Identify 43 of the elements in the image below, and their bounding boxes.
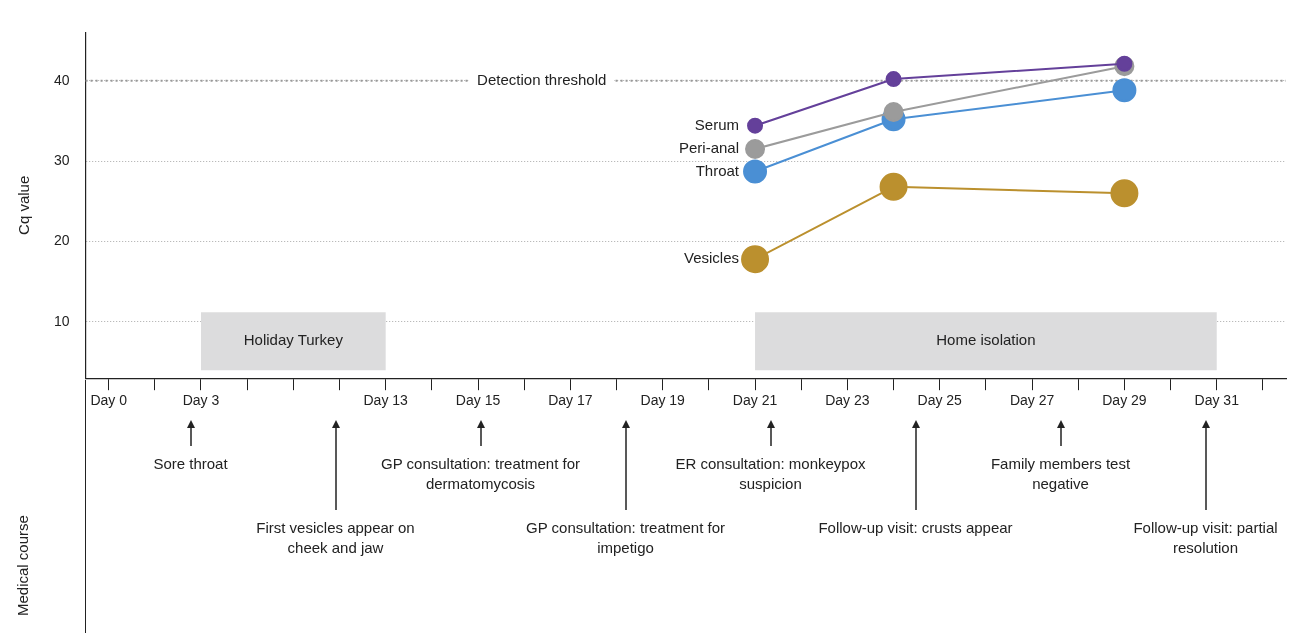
- y-tick-label: 30: [53, 151, 70, 168]
- series-label: Peri-anal: [679, 139, 740, 157]
- text: Follow-up visit: partial resolution: [1132, 518, 1279, 558]
- point: [1110, 179, 1139, 208]
- x-tick-label: Day 23: [825, 392, 870, 409]
- series-label: Serum: [694, 115, 740, 133]
- text: GP consultation: treatment for impetigo: [525, 518, 726, 558]
- y-tick-label: 40: [53, 71, 70, 88]
- text: GP consultation: treatment for dermatomycosis: [380, 454, 581, 494]
- point: [741, 245, 770, 274]
- x-tick-label: Day 27: [1009, 392, 1055, 409]
- x-tick-label: Day 31: [1194, 392, 1240, 409]
- text: Sore throat: [153, 454, 228, 474]
- point: [747, 117, 764, 134]
- series-label: Vesicles: [684, 249, 740, 267]
- y-tick-label: 10: [53, 312, 70, 329]
- x-tick-label: Day 29: [1102, 392, 1147, 409]
- point: [885, 71, 902, 88]
- y-tick-label: 20: [53, 232, 70, 249]
- point: [883, 102, 904, 123]
- text: First vesicles appear on cheek and jaw: [255, 518, 416, 558]
- ref-line-label: Detection threshold: [477, 70, 607, 88]
- band-label: Holiday Turkey: [243, 331, 344, 349]
- x-tick-label: Day 25: [917, 392, 963, 409]
- y-axis-title: Cq value: [15, 175, 33, 235]
- text: Family members test negative: [989, 454, 1132, 494]
- x-tick-label: Day 21: [732, 392, 778, 409]
- point: [879, 172, 908, 201]
- text: Medical course: [14, 515, 32, 617]
- x-tick-label: Day 3: [182, 392, 220, 409]
- x-tick-label: Day 15: [455, 392, 501, 409]
- x-tick-label: Day 19: [640, 392, 686, 409]
- text: Follow-up visit: crusts appear: [818, 518, 1013, 538]
- point: [745, 139, 766, 160]
- text: ER consultation: monkeypox suspicion: [674, 454, 867, 494]
- point: [1112, 78, 1137, 103]
- x-tick-label: Day 17: [548, 392, 593, 409]
- band-label: Home isolation: [936, 331, 1036, 349]
- point: [743, 159, 768, 184]
- x-tick-label: Day 13: [363, 392, 409, 409]
- x-tick-label: Day 0: [90, 392, 128, 409]
- point: [1116, 55, 1133, 72]
- series-label: Throat: [695, 161, 740, 179]
